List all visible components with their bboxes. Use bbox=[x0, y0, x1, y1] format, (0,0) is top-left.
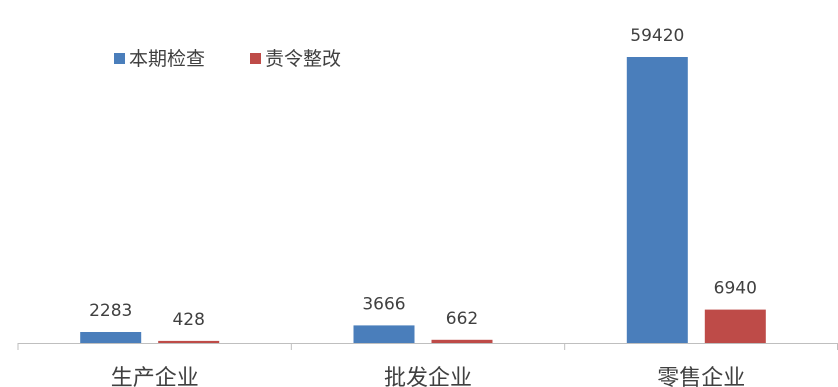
bar-inspected-2 bbox=[626, 57, 688, 343]
data-label: 428 bbox=[172, 310, 204, 330]
data-label: 59420 bbox=[630, 26, 684, 46]
x-tick-label: 批发企业 bbox=[384, 366, 472, 387]
bar-rectify-0 bbox=[158, 340, 220, 343]
data-label: 662 bbox=[446, 309, 478, 329]
data-labels: 2283 3666 59420 428 662 6940 bbox=[89, 26, 757, 330]
legend-swatch bbox=[114, 53, 125, 64]
legend-label: 责令整改 bbox=[265, 48, 341, 70]
bar-rectify-2 bbox=[704, 309, 766, 343]
bar-inspected-0 bbox=[80, 332, 142, 343]
bar-rectify-1 bbox=[431, 339, 493, 343]
data-label: 3666 bbox=[362, 294, 405, 314]
bar-inspected-1 bbox=[353, 325, 415, 343]
legend-label: 本期检查 bbox=[129, 48, 205, 70]
data-label: 2283 bbox=[89, 301, 132, 321]
legend: 本期检查 责令整改 bbox=[114, 48, 341, 70]
x-tick-label: 零售企业 bbox=[657, 366, 745, 387]
x-axis: 生产企业 批发企业 零售企业 bbox=[17, 343, 838, 387]
bars bbox=[80, 57, 766, 343]
x-tick-label: 生产企业 bbox=[111, 366, 199, 387]
legend-swatch bbox=[250, 53, 261, 64]
data-label: 6940 bbox=[714, 279, 757, 299]
